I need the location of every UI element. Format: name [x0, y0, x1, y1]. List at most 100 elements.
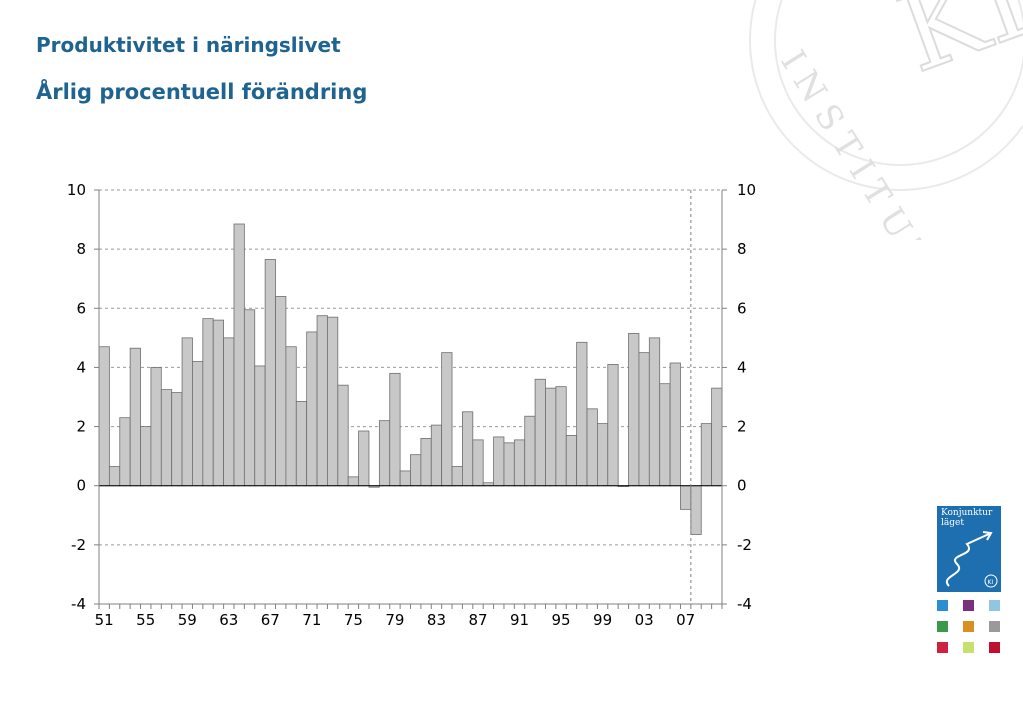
bar [503, 442, 515, 487]
bar [586, 408, 598, 487]
y-tick-label-right: 10 [737, 181, 756, 199]
swirl-arrow-icon: KI [945, 531, 998, 588]
x-tick-label: 07 [676, 611, 695, 629]
bar [451, 466, 463, 487]
x-tick-label: 75 [344, 611, 363, 629]
bar [378, 420, 391, 487]
bar [295, 401, 308, 487]
bar [680, 485, 692, 510]
bar [430, 424, 443, 487]
bar [254, 365, 266, 487]
bar [628, 333, 640, 487]
bar [576, 341, 588, 487]
x-tick-label: 91 [510, 611, 529, 629]
bar [493, 436, 505, 487]
page-title: Produktivitet i näringslivet [36, 33, 341, 57]
x-tick-label: 63 [219, 611, 238, 629]
y-tick-label-right: 8 [737, 240, 747, 258]
bar [347, 476, 359, 487]
x-tick-label: 71 [302, 611, 321, 629]
bar [243, 309, 256, 487]
bar [275, 296, 287, 487]
bar [638, 352, 650, 487]
bar [119, 417, 131, 487]
logo-title: Konjunktur läget [941, 508, 993, 528]
x-tick-label: 03 [635, 611, 654, 629]
bar [129, 347, 141, 487]
page-subtitle: Årlig procentuell förändring [36, 80, 368, 104]
publication-swatch-icon [963, 642, 974, 653]
bar [285, 346, 297, 487]
bar [358, 430, 370, 487]
x-tick-label: 95 [552, 611, 571, 629]
y-tick-label-left: 6 [76, 299, 86, 317]
bar [420, 437, 432, 487]
y-tick-label-left: -4 [71, 595, 86, 613]
bar [223, 337, 235, 487]
publication-swatch-icon [963, 621, 974, 632]
bar [659, 383, 671, 487]
publication-swatch-icon [989, 621, 1000, 632]
x-tick-label: 79 [385, 611, 404, 629]
publication-swatch-icon [989, 642, 1000, 653]
bar [545, 387, 557, 487]
bar [669, 362, 681, 487]
y-tick-label-left: 0 [76, 477, 86, 495]
bar [108, 466, 121, 487]
bar [648, 337, 661, 487]
y-tick-label-right: 0 [737, 477, 747, 495]
bar [171, 392, 183, 487]
bar [150, 367, 162, 487]
bar [140, 426, 152, 487]
bar [555, 386, 567, 487]
bar [202, 318, 214, 487]
institute-watermark: KI INSTITUTET [749, 0, 1023, 240]
x-tick-label: 87 [468, 611, 487, 629]
publication-swatch-icon [937, 621, 948, 632]
y-tick-label-right: 4 [737, 358, 747, 376]
bar [399, 470, 411, 487]
publication-swatch-icon [937, 600, 948, 611]
bar [264, 259, 276, 487]
y-tick-label-left: 10 [67, 181, 86, 199]
bar [607, 364, 619, 487]
bar [513, 439, 526, 487]
publication-swatch-icon [963, 600, 974, 611]
x-tick-label: 55 [136, 611, 155, 629]
bar [98, 346, 110, 487]
bar [700, 423, 713, 487]
x-tick-label: 83 [427, 611, 446, 629]
bar [316, 315, 328, 487]
bar [534, 378, 546, 487]
x-tick-label: 59 [178, 611, 197, 629]
bar [233, 223, 245, 487]
publication-swatch-icon [989, 600, 1000, 611]
bar [337, 384, 349, 487]
bar [597, 423, 609, 487]
bar [462, 411, 474, 487]
x-tick-label: 99 [593, 611, 612, 629]
y-tick-label-right: -4 [737, 595, 752, 613]
bar [565, 435, 578, 487]
bar [160, 389, 173, 487]
bar [306, 331, 318, 487]
bar [181, 337, 193, 487]
y-tick-label-right: -2 [737, 536, 752, 554]
publication-swatch-icon [937, 642, 948, 653]
bar [410, 454, 422, 487]
bar [690, 485, 702, 535]
y-tick-label-left: 2 [76, 418, 86, 436]
bar [212, 319, 224, 487]
x-tick-label: 67 [261, 611, 280, 629]
y-tick-label-left: 8 [76, 240, 86, 258]
bar [192, 361, 204, 487]
y-tick-label-right: 2 [737, 418, 747, 436]
bar [389, 372, 401, 487]
konjunkturlaget-logo: Konjunktur läget KI [937, 506, 1001, 592]
bar [472, 439, 484, 487]
x-tick-label: 51 [95, 611, 114, 629]
logo-badge: KI [988, 579, 994, 586]
y-tick-label-right: 6 [737, 299, 747, 317]
bar [441, 352, 453, 487]
